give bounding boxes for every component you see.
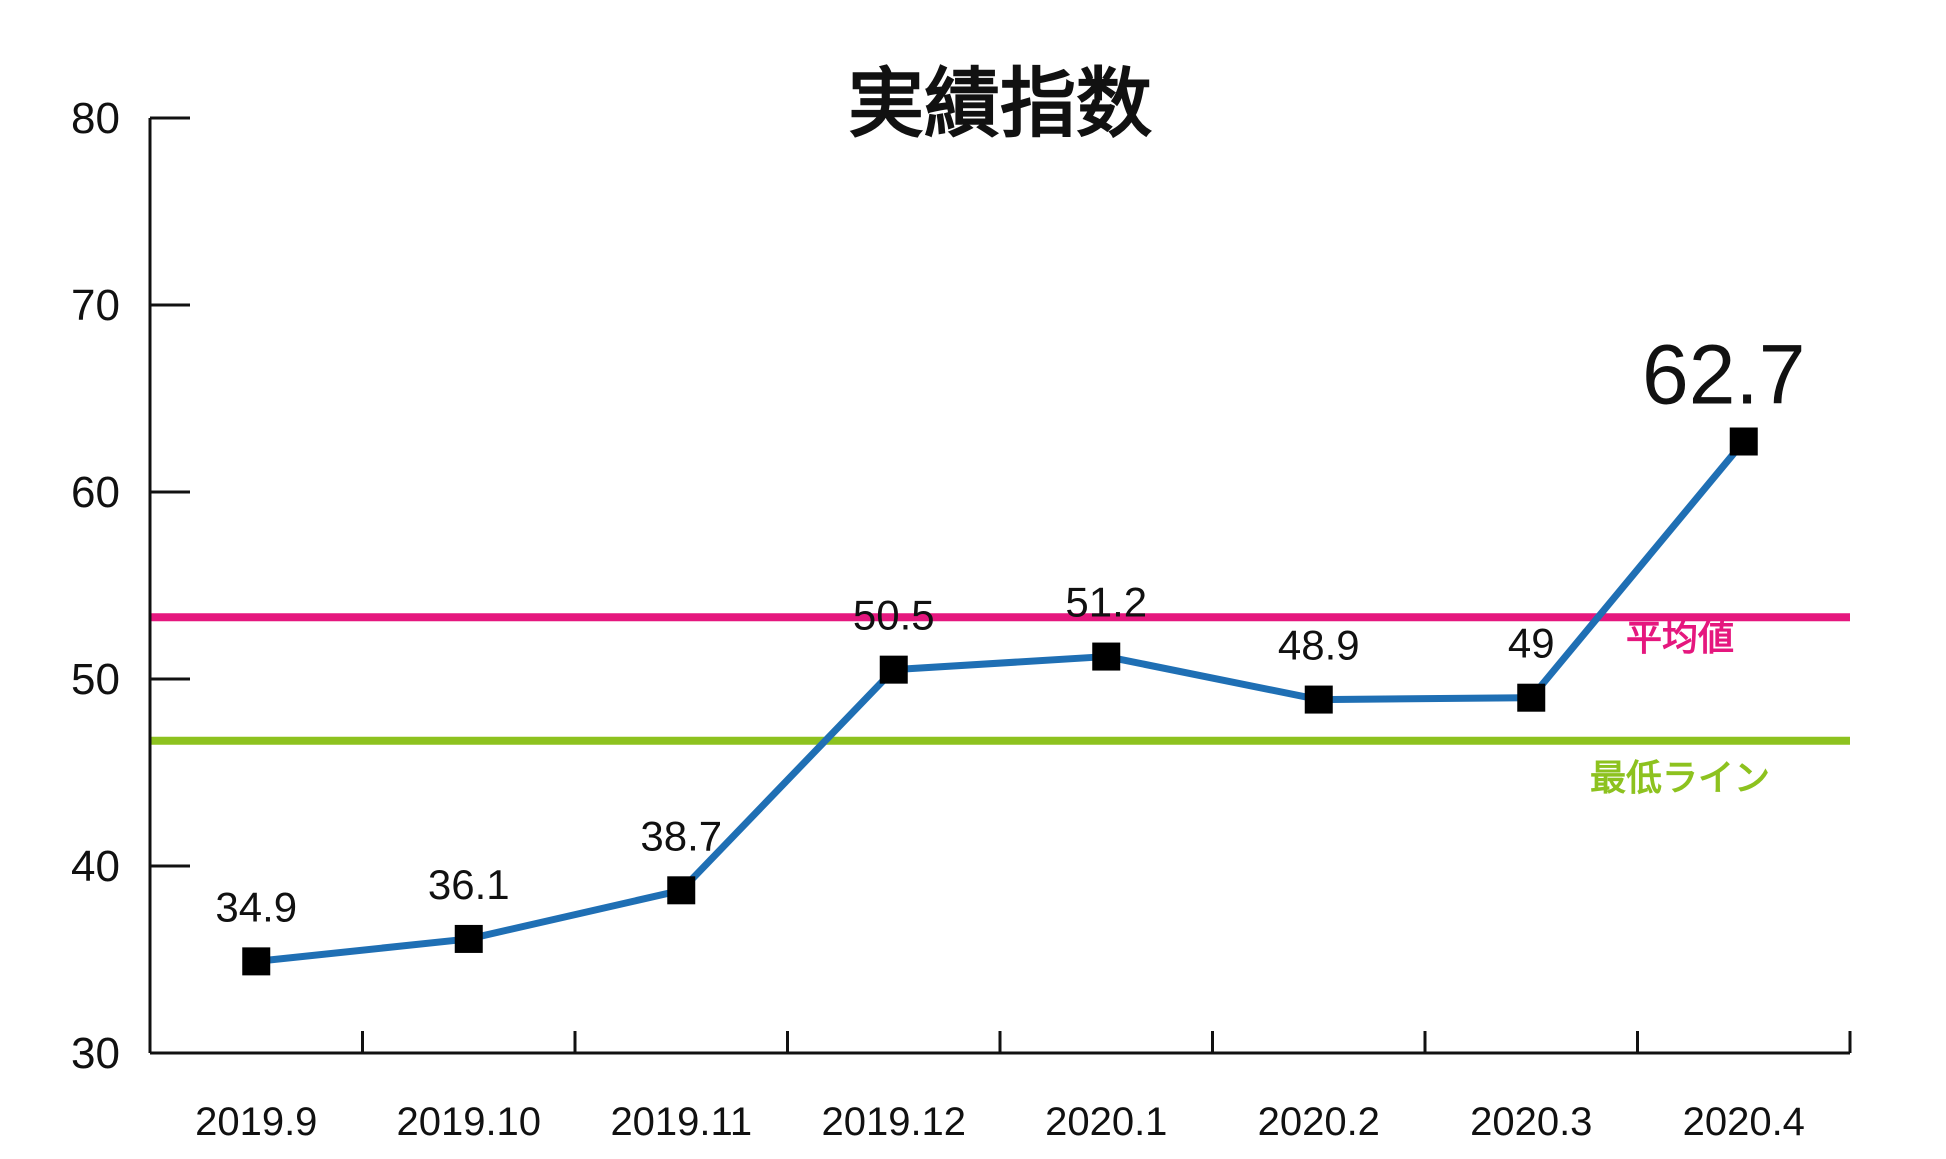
data-point-0 bbox=[242, 947, 271, 976]
data-label-6: 49 bbox=[1508, 620, 1555, 667]
data-label-5: 48.9 bbox=[1278, 622, 1360, 669]
y-tick-label-3: 60 bbox=[71, 468, 120, 517]
y-tick-label-1: 40 bbox=[71, 842, 120, 891]
data-label-3: 50.5 bbox=[853, 592, 935, 639]
chart-title: 実績指数 bbox=[848, 59, 1152, 148]
x-tick-label-4: 2020.1 bbox=[1045, 1100, 1167, 1144]
data-point-4 bbox=[1092, 642, 1121, 671]
x-tick-label-0: 2019.9 bbox=[195, 1100, 317, 1144]
data-label-0: 34.9 bbox=[215, 883, 297, 930]
y-tick-label-2: 50 bbox=[71, 655, 120, 704]
x-tick-label-1: 2019.10 bbox=[396, 1100, 541, 1144]
reference-label-0: 平均値 bbox=[1626, 618, 1734, 659]
y-tick-label-4: 70 bbox=[71, 281, 120, 330]
y-tick-label-5: 80 bbox=[71, 94, 120, 143]
data-point-6 bbox=[1517, 683, 1546, 712]
data-point-3 bbox=[879, 655, 908, 684]
axes: 30 40 50 60 70 80 2019.9 2019.10 2019.11 2019.12 2… bbox=[71, 94, 1852, 1144]
data-labels: 34.9 36.1 38.7 50.5 51.2 48.9 49 62.7 bbox=[215, 328, 1805, 931]
x-tick-label-3: 2019.12 bbox=[821, 1100, 966, 1144]
data-point-5 bbox=[1304, 685, 1333, 714]
data-label-1: 36.1 bbox=[428, 861, 510, 908]
x-tick-label-6: 2020.3 bbox=[1470, 1100, 1592, 1144]
data-label-4: 51.2 bbox=[1065, 579, 1147, 626]
data-label-2: 38.7 bbox=[640, 812, 722, 859]
data-point-7 bbox=[1729, 427, 1758, 456]
data-label-7: 62.7 bbox=[1642, 328, 1806, 422]
x-tick-label-5: 2020.2 bbox=[1258, 1100, 1380, 1144]
series bbox=[242, 427, 1758, 976]
y-tick-label-0: 30 bbox=[71, 1029, 120, 1078]
reference-label-1: 最低ライン bbox=[1590, 758, 1770, 799]
data-point-2 bbox=[667, 876, 696, 905]
data-point-1 bbox=[454, 924, 483, 953]
x-tick-label-2: 2019.11 bbox=[610, 1100, 752, 1144]
series-line bbox=[255, 439, 1747, 965]
x-tick-label-7: 2020.4 bbox=[1683, 1100, 1805, 1144]
